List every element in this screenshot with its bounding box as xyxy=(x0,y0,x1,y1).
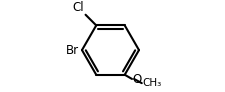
Text: Br: Br xyxy=(66,44,79,57)
Text: O: O xyxy=(132,73,141,86)
Text: CH₃: CH₃ xyxy=(142,78,161,88)
Text: Cl: Cl xyxy=(72,1,84,14)
